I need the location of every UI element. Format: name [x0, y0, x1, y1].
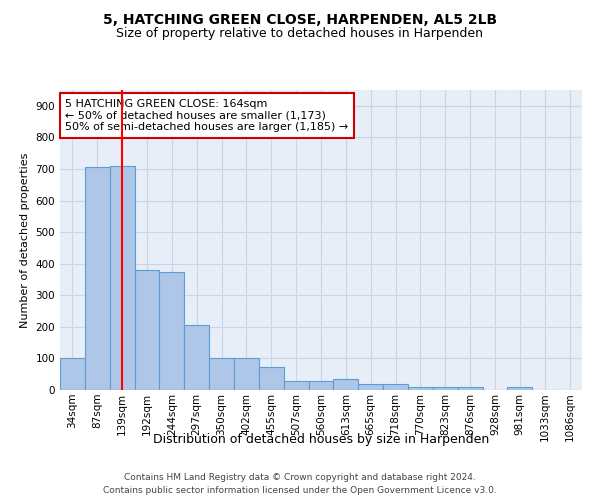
Bar — [458, 387, 482, 390]
Bar — [259, 367, 284, 390]
Bar — [234, 358, 259, 390]
Y-axis label: Number of detached properties: Number of detached properties — [20, 152, 30, 328]
Bar — [284, 380, 308, 390]
Bar — [308, 380, 334, 390]
Bar — [85, 168, 110, 390]
Bar — [184, 326, 209, 390]
Bar — [358, 384, 383, 390]
Bar — [508, 387, 532, 390]
Bar — [408, 387, 433, 390]
Text: Contains HM Land Registry data © Crown copyright and database right 2024.
Contai: Contains HM Land Registry data © Crown c… — [103, 474, 497, 495]
Bar — [209, 358, 234, 390]
Bar — [383, 384, 408, 390]
Bar — [60, 358, 85, 390]
Text: Distribution of detached houses by size in Harpenden: Distribution of detached houses by size … — [153, 432, 489, 446]
Text: 5, HATCHING GREEN CLOSE, HARPENDEN, AL5 2LB: 5, HATCHING GREEN CLOSE, HARPENDEN, AL5 … — [103, 12, 497, 26]
Text: 5 HATCHING GREEN CLOSE: 164sqm
← 50% of detached houses are smaller (1,173)
50% : 5 HATCHING GREEN CLOSE: 164sqm ← 50% of … — [65, 99, 349, 132]
Bar — [160, 272, 184, 390]
Bar — [134, 270, 160, 390]
Bar — [433, 387, 458, 390]
Bar — [334, 379, 358, 390]
Text: Size of property relative to detached houses in Harpenden: Size of property relative to detached ho… — [116, 28, 484, 40]
Bar — [110, 166, 134, 390]
